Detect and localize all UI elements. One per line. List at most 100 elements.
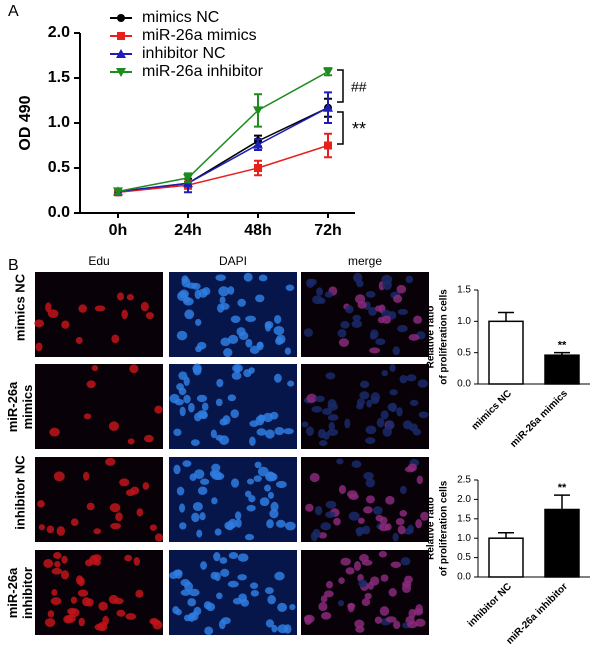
cell bbox=[53, 471, 65, 482]
cell bbox=[75, 336, 83, 345]
cell bbox=[338, 600, 345, 607]
cell bbox=[352, 314, 361, 322]
cell bbox=[187, 598, 197, 607]
cell bbox=[413, 315, 423, 324]
cell bbox=[234, 511, 242, 521]
cell bbox=[264, 587, 274, 595]
annotation: ## bbox=[351, 79, 367, 95]
cell bbox=[237, 574, 247, 581]
cell bbox=[91, 364, 99, 372]
cell bbox=[274, 426, 285, 436]
bar bbox=[544, 508, 580, 578]
cell bbox=[94, 559, 101, 566]
cell bbox=[102, 615, 110, 626]
cell bbox=[216, 378, 224, 388]
cell bbox=[312, 295, 323, 305]
cell bbox=[222, 415, 231, 425]
annotation: ** bbox=[558, 482, 567, 494]
cell bbox=[117, 292, 125, 301]
cell bbox=[303, 328, 313, 337]
cell bbox=[345, 567, 355, 575]
cell bbox=[344, 418, 351, 429]
cell bbox=[306, 426, 314, 436]
cell bbox=[255, 294, 265, 303]
cell bbox=[361, 598, 371, 606]
cell bbox=[396, 284, 407, 294]
marker bbox=[253, 106, 263, 116]
cell bbox=[197, 341, 207, 350]
cell bbox=[364, 592, 372, 600]
cell bbox=[385, 495, 395, 505]
cell bbox=[110, 522, 122, 530]
cell bbox=[266, 519, 274, 529]
cell bbox=[94, 305, 106, 312]
y-tick-label: 0.0 bbox=[457, 379, 471, 390]
cell bbox=[60, 570, 70, 580]
cell bbox=[267, 491, 275, 499]
bar bbox=[488, 320, 524, 385]
cell bbox=[183, 376, 190, 387]
cell bbox=[276, 334, 286, 345]
cell bbox=[86, 502, 95, 511]
cell bbox=[396, 407, 403, 417]
cell bbox=[154, 533, 164, 542]
cell bbox=[259, 414, 266, 422]
x-tick-label: 72h bbox=[314, 222, 342, 239]
cell bbox=[367, 581, 375, 590]
cell bbox=[358, 579, 368, 588]
cell bbox=[44, 618, 56, 627]
cell bbox=[140, 301, 149, 312]
cell bbox=[369, 347, 381, 354]
cell bbox=[285, 284, 295, 291]
cell bbox=[256, 341, 264, 351]
cell bbox=[202, 287, 211, 296]
cell bbox=[397, 308, 408, 316]
cell bbox=[45, 302, 52, 313]
y-tick-label: 1.0 bbox=[457, 316, 471, 327]
cell bbox=[43, 559, 54, 568]
cell bbox=[378, 550, 388, 558]
cell bbox=[220, 568, 230, 577]
cell bbox=[265, 619, 275, 628]
cell bbox=[357, 301, 367, 309]
cell bbox=[113, 597, 124, 605]
cell bbox=[129, 364, 139, 374]
cell bbox=[93, 528, 102, 535]
cell bbox=[180, 579, 191, 587]
cell bbox=[234, 365, 241, 374]
cell bbox=[235, 518, 242, 528]
cell bbox=[115, 512, 123, 522]
cell bbox=[51, 589, 58, 596]
cell bbox=[375, 514, 384, 522]
cell bbox=[237, 298, 246, 307]
cell bbox=[214, 571, 221, 582]
cell bbox=[392, 346, 400, 356]
cell bbox=[363, 506, 373, 514]
cell bbox=[246, 478, 255, 485]
cell bbox=[353, 272, 363, 283]
cell bbox=[259, 497, 270, 507]
cell bbox=[108, 421, 120, 432]
cell bbox=[176, 486, 185, 496]
cell bbox=[385, 616, 397, 623]
cell bbox=[201, 402, 209, 411]
cell bbox=[408, 333, 420, 341]
cell bbox=[219, 435, 230, 445]
cell bbox=[227, 394, 237, 402]
cell bbox=[407, 621, 418, 629]
legend-label: inhibitor NC bbox=[142, 45, 226, 62]
marker bbox=[183, 173, 193, 183]
cell bbox=[196, 529, 203, 538]
cell bbox=[116, 609, 126, 617]
y-axis-label: OD 490 bbox=[17, 95, 34, 150]
marker bbox=[323, 67, 333, 77]
y-axis-label: of proliferation cells bbox=[439, 480, 450, 576]
marker bbox=[113, 187, 123, 197]
cell bbox=[213, 551, 221, 562]
cell bbox=[381, 315, 392, 324]
cell bbox=[268, 472, 278, 482]
cell bbox=[304, 615, 313, 625]
cell bbox=[359, 380, 370, 389]
cell bbox=[337, 329, 347, 338]
